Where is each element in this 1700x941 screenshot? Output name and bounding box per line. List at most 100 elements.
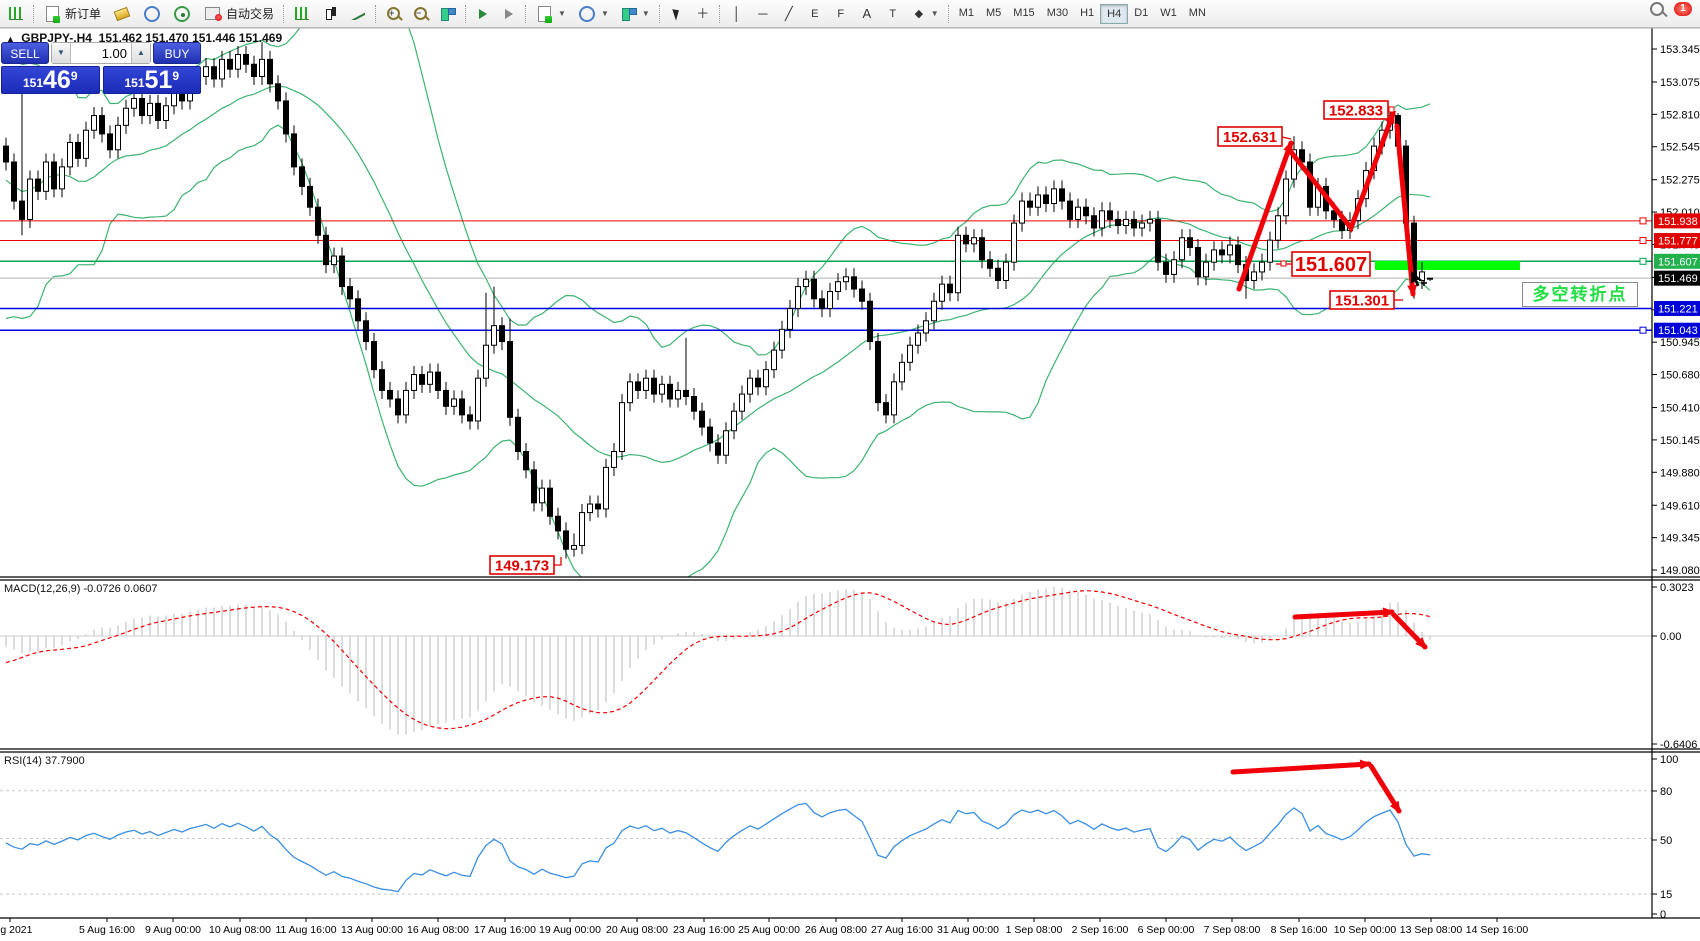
svg-text:25 Aug 00:00: 25 Aug 00:00 xyxy=(738,924,800,936)
zoom-in-icon[interactable]: + xyxy=(381,3,406,24)
periods-dropdown[interactable]: ▼ xyxy=(573,2,614,26)
timeframe-h1[interactable]: H1 xyxy=(1080,6,1095,19)
vertical-line-tool[interactable]: │ xyxy=(732,5,741,21)
svg-text:149.173: 149.173 xyxy=(495,557,549,574)
sell-button[interactable]: SELL xyxy=(1,42,49,64)
svg-text:0.00: 0.00 xyxy=(1660,631,1681,643)
svg-text:-0.6406: -0.6406 xyxy=(1660,739,1697,751)
line-chart-icon[interactable] xyxy=(345,3,371,25)
search-icon[interactable] xyxy=(1650,2,1664,16)
timeframe-m5[interactable]: M5 xyxy=(986,6,1002,19)
channel-tool[interactable]: E xyxy=(811,7,819,20)
svg-text:152.833: 152.833 xyxy=(1329,102,1383,119)
market-watch-icon[interactable] xyxy=(168,2,196,26)
candlestick-chart-icon[interactable] xyxy=(317,3,343,24)
svg-text:151.938: 151.938 xyxy=(1658,216,1698,228)
svg-text:153.345: 153.345 xyxy=(1660,44,1700,56)
autotrading-button[interactable]: 自动交易 xyxy=(198,2,279,25)
svg-text:152.545: 152.545 xyxy=(1660,142,1700,154)
zoom-out-icon[interactable]: − xyxy=(408,3,433,24)
svg-text:10 Aug 08:00: 10 Aug 08:00 xyxy=(209,924,271,936)
svg-text:152.631: 152.631 xyxy=(1223,129,1277,146)
svg-text:149.610: 149.610 xyxy=(1660,500,1700,512)
svg-text:20 Aug 08:00: 20 Aug 08:00 xyxy=(606,924,668,936)
svg-text:151.221: 151.221 xyxy=(1658,303,1698,315)
timeframe-mn[interactable]: MN xyxy=(1188,6,1206,19)
rsi-indicator-label: RSI(14) 37.7900 xyxy=(4,755,85,767)
svg-text:151.607: 151.607 xyxy=(1295,254,1367,276)
svg-text:0: 0 xyxy=(1660,909,1666,921)
data-window-icon[interactable] xyxy=(138,2,166,26)
svg-text:1 Sep 08:00: 1 Sep 08:00 xyxy=(1006,924,1063,936)
collapse-triangle-icon[interactable]: ▲ xyxy=(6,34,15,44)
bid-quote[interactable]: 151 46 9 xyxy=(1,66,100,94)
bar-chart-icon[interactable] xyxy=(289,2,315,25)
svg-text:149.080: 149.080 xyxy=(1660,565,1700,577)
svg-text:13 Sep 08:00: 13 Sep 08:00 xyxy=(1400,924,1463,936)
svg-text:150.145: 150.145 xyxy=(1660,435,1700,447)
svg-text:10 Sep 00:00: 10 Sep 00:00 xyxy=(1334,924,1397,936)
volume-stepper: ▼ ▲ xyxy=(51,42,151,64)
tile-windows-icon[interactable] xyxy=(435,3,461,25)
timeframe-m30[interactable]: M30 xyxy=(1046,6,1069,19)
svg-text:17 Aug 16:00: 17 Aug 16:00 xyxy=(474,924,536,936)
templates-dropdown[interactable]: ▼ xyxy=(616,3,655,25)
svg-text:0.3023: 0.3023 xyxy=(1660,582,1694,594)
symbol-header: ▲ GBPJPY-,H4 151.462 151.470 151.446 151… xyxy=(6,31,283,45)
svg-text:8 Sep 16:00: 8 Sep 16:00 xyxy=(1271,924,1328,936)
svg-text:5 Aug 16:00: 5 Aug 16:00 xyxy=(79,924,135,936)
svg-text:151.301: 151.301 xyxy=(1335,292,1389,309)
svg-text:149.880: 149.880 xyxy=(1660,467,1700,479)
horizontal-line-tool[interactable]: ─ xyxy=(758,5,768,21)
turning-point-note[interactable]: 多空转折点 xyxy=(1522,282,1638,307)
trendline-tool[interactable]: ╱ xyxy=(784,5,793,21)
svg-text:80: 80 xyxy=(1660,786,1672,798)
toolbar: 新订单 自动交易 + − ▼ ▼ ▼ ＋ xyxy=(0,0,1700,28)
svg-text:9 Aug 00:00: 9 Aug 00:00 xyxy=(145,924,201,936)
auto-scroll-icon[interactable] xyxy=(471,3,495,25)
autotrading-icon xyxy=(205,7,223,21)
svg-text:153.075: 153.075 xyxy=(1660,77,1700,89)
timeframe-m1[interactable]: M1 xyxy=(958,6,974,19)
timeframe-d1[interactable]: D1 xyxy=(1134,6,1149,19)
svg-text:23 Aug 16:00: 23 Aug 16:00 xyxy=(673,924,735,936)
svg-text:19 Aug 00:00: 19 Aug 00:00 xyxy=(539,924,601,936)
volume-increase-button[interactable]: ▲ xyxy=(131,43,150,63)
charts-window-icon[interactable] xyxy=(3,2,29,25)
ask-quote[interactable]: 151 51 9 xyxy=(102,66,201,94)
cursor-tool[interactable] xyxy=(665,3,689,25)
svg-text:151.043: 151.043 xyxy=(1658,325,1698,337)
volume-input[interactable] xyxy=(71,43,131,63)
svg-text:150.410: 150.410 xyxy=(1660,403,1700,415)
svg-text:15: 15 xyxy=(1660,889,1672,901)
volume-decrease-button[interactable]: ▼ xyxy=(52,43,71,63)
timeframe-h4[interactable]: H4 xyxy=(1100,3,1129,24)
svg-text:151.469: 151.469 xyxy=(1658,273,1698,285)
text-label-tool[interactable]: T xyxy=(889,7,897,20)
new-order-button[interactable]: 新订单 xyxy=(39,2,106,26)
shapes-dropdown[interactable]: ◆ ▼ xyxy=(914,7,939,20)
svg-text:152.275: 152.275 xyxy=(1660,175,1700,187)
crosshair-tool[interactable]: ＋ xyxy=(696,5,710,21)
svg-text:150.680: 150.680 xyxy=(1660,370,1700,382)
new-order-icon xyxy=(46,5,60,23)
svg-text:151.607: 151.607 xyxy=(1658,256,1698,268)
chart-shift-icon[interactable] xyxy=(497,3,521,25)
timeframe-m15[interactable]: M15 xyxy=(1013,6,1035,19)
svg-text:151.777: 151.777 xyxy=(1658,236,1698,248)
svg-text:6 Sep 00:00: 6 Sep 00:00 xyxy=(1138,924,1195,936)
indicators-dropdown[interactable]: ▼ xyxy=(531,2,571,26)
timeframe-w1[interactable]: W1 xyxy=(1160,6,1177,19)
buy-button[interactable]: BUY xyxy=(153,42,201,64)
svg-text:Aug 2021: Aug 2021 xyxy=(0,924,33,936)
svg-text:16 Aug 08:00: 16 Aug 08:00 xyxy=(407,924,469,936)
text-tool[interactable]: A xyxy=(862,5,872,21)
svg-text:152.810: 152.810 xyxy=(1660,109,1700,121)
fibonacci-tool[interactable]: F xyxy=(837,7,845,20)
eraser-icon[interactable] xyxy=(108,2,136,26)
svg-text:13 Aug 00:00: 13 Aug 00:00 xyxy=(341,924,403,936)
notification-badge[interactable]: 1 xyxy=(1674,2,1692,16)
svg-text:149.345: 149.345 xyxy=(1660,533,1700,545)
